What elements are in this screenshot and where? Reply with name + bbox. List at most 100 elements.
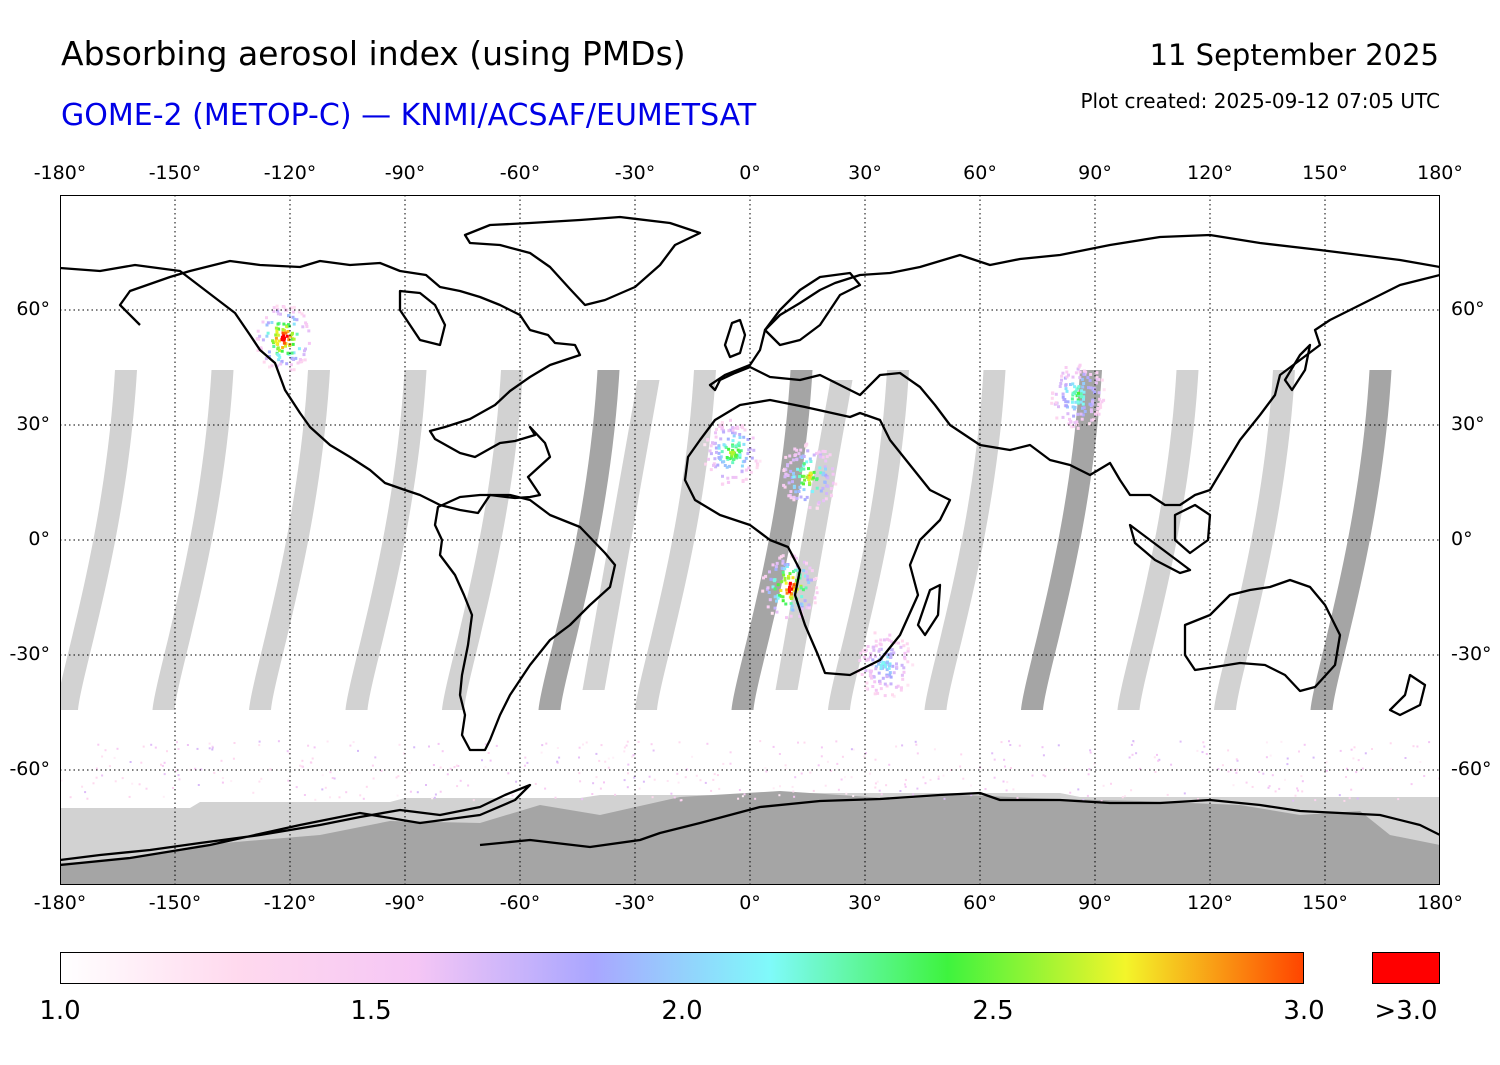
aerosol-pixel (287, 324, 291, 328)
aerosol-pixel (720, 482, 724, 486)
lon-label-top: 120° (1187, 162, 1233, 184)
aerosol-pixel (1054, 392, 1058, 396)
aerosol-pixel (911, 663, 915, 667)
aerosol-pixel (903, 655, 906, 659)
aerosol-pixel (292, 322, 296, 326)
aerosol-pixel (798, 614, 802, 618)
aerosol-pixel (773, 595, 777, 599)
aerosol-pixel (807, 581, 811, 584)
aerosol-speckle (864, 752, 867, 755)
aerosol-speckle (626, 740, 629, 743)
aerosol-speckle (163, 761, 166, 764)
aerosol-speckle (321, 774, 324, 777)
aerosol-pixel (1081, 413, 1085, 417)
lon-label-top: -120° (263, 162, 317, 184)
aerosol-speckle (1245, 781, 1248, 784)
aerosol-speckle (1016, 797, 1019, 800)
aerosol-speckle (916, 752, 919, 755)
aerosol-speckle (1404, 757, 1407, 759)
aerosol-speckle (904, 778, 907, 781)
aerosol-speckle (623, 779, 626, 782)
aerosol-pixel (768, 570, 771, 574)
aerosol-speckle (258, 744, 261, 747)
coast-hudson-bay (398, 289, 447, 347)
aerosol-pixel (282, 338, 286, 342)
aerosol-pixel (1064, 366, 1068, 369)
aerosol-pixel (298, 358, 302, 361)
aerosol-speckle (208, 747, 211, 750)
coast-japan (1283, 343, 1312, 392)
aerosol-pixel (1066, 412, 1070, 416)
aerosol-speckle (287, 779, 290, 782)
aerosol-pixel (1076, 412, 1080, 416)
aerosol-speckle (321, 788, 324, 791)
aerosol-speckle (1410, 783, 1413, 786)
aerosol-speckle (912, 793, 915, 796)
aerosol-pixel (1094, 381, 1098, 385)
aerosol-pixel (1087, 386, 1090, 390)
aerosol-pixel (734, 444, 738, 448)
aerosol-speckle (1364, 752, 1367, 755)
aerosol-pixel (793, 588, 797, 592)
no-data-swath (1214, 370, 1295, 710)
aerosol-speckle (1170, 763, 1173, 766)
aerosol-speckle (286, 750, 289, 753)
aerosol-speckle (792, 790, 795, 793)
aerosol-pixel (888, 656, 892, 659)
aerosol-pixel (788, 581, 792, 585)
aerosol-speckle (507, 772, 510, 775)
aerosol-speckle (329, 771, 332, 774)
lon-label-bottom: 180° (1417, 892, 1463, 914)
aerosol-speckle (299, 764, 302, 767)
aerosol-pixel (731, 457, 735, 461)
aerosol-pixel (897, 641, 900, 645)
aerosol-pixel (1064, 400, 1068, 404)
aerosol-speckle (904, 783, 906, 786)
aerosol-pixel (799, 448, 803, 452)
aerosol-pixel (793, 454, 797, 457)
aerosol-speckle (1135, 752, 1138, 755)
aerosol-pixel (291, 310, 295, 314)
aerosol-speckle (1397, 798, 1400, 801)
aerosol-speckle (1132, 740, 1135, 743)
aerosol-pixel (730, 426, 734, 429)
aerosol-speckle (1357, 759, 1360, 762)
aerosol-speckle (863, 755, 866, 758)
aerosol-speckle (729, 762, 732, 765)
aerosol-speckle (850, 748, 853, 751)
aerosol-speckle (554, 796, 557, 799)
aerosol-pixel (771, 585, 775, 589)
no-data-swath (635, 370, 716, 710)
aerosol-speckle (729, 751, 732, 754)
lat-label-right: -30° (1451, 643, 1492, 665)
aerosol-pixel (718, 457, 722, 460)
aerosol-speckle (1343, 799, 1346, 802)
aerosol-pixel (799, 584, 803, 588)
aerosol-speckle (408, 772, 411, 774)
aerosol-pixel (307, 341, 311, 345)
aerosol-pixel (783, 577, 787, 580)
aerosol-pixel (774, 565, 778, 569)
aerosol-speckle (1361, 767, 1364, 770)
aerosol-pixel (813, 577, 816, 581)
aerosol-speckle (154, 746, 157, 749)
aerosol-pixel (781, 599, 785, 603)
aerosol-pixel (721, 474, 724, 478)
aerosol-speckle (637, 740, 640, 743)
aerosol-pixel (807, 467, 810, 471)
aerosol-pixel (823, 465, 827, 469)
aerosol-speckle (713, 773, 716, 776)
aerosol-pixel (1077, 393, 1080, 397)
aerosol-speckle (1303, 743, 1306, 746)
lon-label-top: -90° (384, 162, 426, 184)
aerosol-pixel (821, 449, 825, 453)
aerosol-pixel (826, 484, 830, 488)
aerosol-pixel (276, 309, 280, 313)
aerosol-speckle (301, 759, 304, 762)
aerosol-speckle (1235, 768, 1238, 771)
aerosol-pixel (1055, 416, 1059, 420)
aerosol-pixel (771, 563, 775, 567)
aerosol-speckle (784, 764, 787, 767)
aerosol-pixel (1089, 386, 1093, 390)
aerosol-pixel (885, 661, 889, 665)
